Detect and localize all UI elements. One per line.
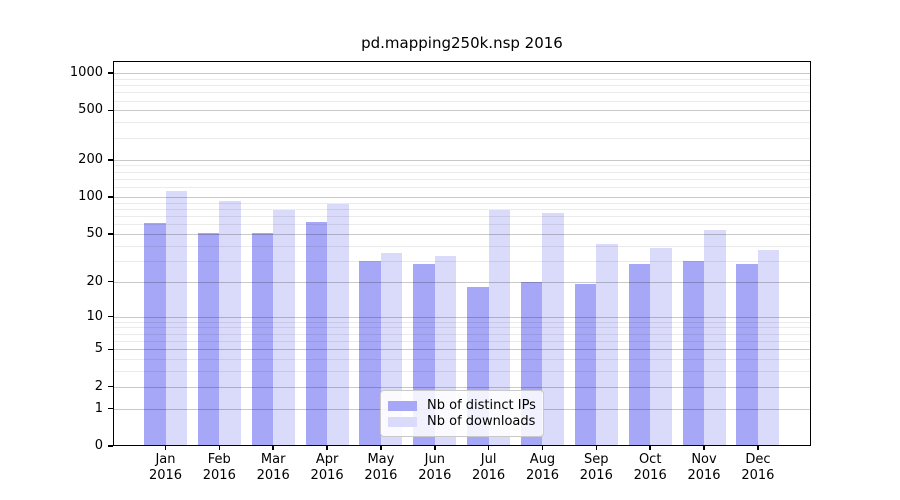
legend-label-distinct-ips: Nb of distinct IPs xyxy=(427,398,536,413)
y-tick-label: 0 xyxy=(94,438,103,453)
y-tick-label: 5 xyxy=(94,341,103,357)
x-tick xyxy=(434,446,436,450)
x-tick xyxy=(757,446,759,450)
y-tick xyxy=(108,348,113,350)
x-tick xyxy=(218,446,221,450)
x-tick-label: Oct 2016 xyxy=(633,452,667,483)
x-tick-label: Jan 2016 xyxy=(148,452,183,483)
x-tick xyxy=(164,446,167,450)
y-tick-label: 100 xyxy=(78,188,103,204)
y-tick-label: 20 xyxy=(86,273,103,289)
x-tick-label: Jul 2016 xyxy=(472,452,506,483)
y-tick xyxy=(108,315,113,318)
x-tick-label: Apr 2016 xyxy=(310,452,344,483)
x-tick xyxy=(595,446,597,450)
x-tick-label: Dec 2016 xyxy=(741,452,775,483)
bar-downloads-jan xyxy=(165,190,187,446)
bar-distinct-ips-sep xyxy=(574,284,597,446)
y-tick xyxy=(108,385,113,388)
bar-distinct-ips-dec xyxy=(736,264,758,446)
y-tick xyxy=(108,445,113,447)
x-tick-label: Nov 2016 xyxy=(687,452,721,483)
x-tick xyxy=(487,446,490,450)
y-tick-label: 2 xyxy=(94,378,103,394)
x-tick-label: May 2016 xyxy=(364,452,398,483)
bar-downloads-dec xyxy=(757,249,780,446)
y-tick xyxy=(108,72,113,74)
x-tick xyxy=(380,446,382,450)
chart-title: pd.mapping250k.nsp 2016 xyxy=(361,34,563,52)
y-tick xyxy=(108,280,113,283)
bar-downloads-feb xyxy=(219,200,241,446)
x-tick-label: Aug 2016 xyxy=(525,452,560,483)
bar-distinct-ips-mar xyxy=(251,232,274,446)
y-tick-label: 10 xyxy=(86,308,103,324)
x-tick xyxy=(649,446,651,450)
y-tick-label: 500 xyxy=(78,102,103,118)
bar-distinct-ips-jan xyxy=(144,223,166,446)
y-tick-label: 50 xyxy=(86,225,103,241)
plot-area xyxy=(113,61,811,446)
legend: Nb of distinct IPs Nb of downloads xyxy=(380,390,544,437)
y-tick xyxy=(108,159,113,161)
legend-item-downloads: Nb of downloads xyxy=(387,414,537,430)
x-tick-label: Sep 2016 xyxy=(579,452,613,483)
x-tick xyxy=(703,446,705,450)
legend-item-distinct-ips: Nb of distinct IPs xyxy=(387,398,537,414)
x-tick xyxy=(326,446,328,450)
x-tick-label: Feb 2016 xyxy=(202,452,236,483)
bar-downloads-oct xyxy=(650,248,672,446)
x-tick-label: Jun 2016 xyxy=(418,452,452,483)
x-tick xyxy=(272,446,274,450)
legend-swatch-downloads xyxy=(388,417,417,427)
bar-downloads-apr xyxy=(327,203,349,446)
bar-downloads-aug xyxy=(542,212,564,446)
y-tick-label: 1000 xyxy=(69,65,103,80)
y-tick xyxy=(108,196,113,198)
bar-distinct-ips-nov xyxy=(682,260,704,446)
y-tick xyxy=(108,233,113,235)
bar-downloads-mar xyxy=(273,210,295,446)
y-tick-label: 1 xyxy=(94,400,103,416)
legend-label-downloads: Nb of downloads xyxy=(427,414,536,429)
bar-distinct-ips-apr xyxy=(305,222,328,446)
bar-downloads-sep xyxy=(596,244,618,446)
bar-distinct-ips-may xyxy=(359,260,381,446)
y-tick xyxy=(108,407,113,410)
y-tick-label: 200 xyxy=(78,151,103,167)
y-tick xyxy=(108,109,113,112)
bar-distinct-ips-oct xyxy=(628,264,651,446)
bar-distinct-ips-feb xyxy=(197,232,220,446)
legend-swatch-distinct-ips xyxy=(388,401,417,411)
bar-downloads-nov xyxy=(704,229,726,446)
x-tick-label: Mar 2016 xyxy=(256,452,290,483)
x-tick xyxy=(541,446,544,450)
